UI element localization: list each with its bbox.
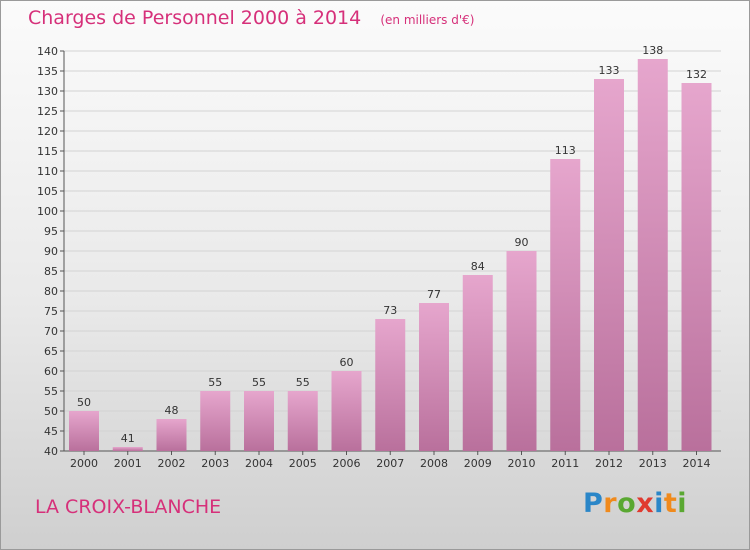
bar-value-label: 84: [471, 260, 485, 273]
chart-unit-note: (en milliers d'€): [380, 13, 475, 27]
bar: [244, 391, 274, 451]
y-tick-label: 40: [44, 445, 58, 458]
y-tick-label: 50: [44, 405, 58, 418]
x-tick-label: 2003: [201, 457, 229, 470]
y-tick-label: 70: [44, 325, 58, 338]
bar: [331, 371, 362, 451]
proxiti-logo: Proxiti: [583, 488, 687, 519]
bar-value-label: 90: [515, 236, 529, 249]
bar: [69, 411, 99, 451]
x-tick-label: 2007: [376, 457, 404, 470]
bar-value-label: 132: [686, 68, 707, 81]
logo-letter: i: [677, 488, 688, 519]
y-tick-label: 55: [44, 385, 58, 398]
x-tick-label: 2011: [551, 457, 579, 470]
y-tick-label: 65: [44, 345, 58, 358]
logo-letter: r: [603, 488, 618, 519]
y-tick-label: 60: [44, 365, 58, 378]
y-tick-label: 135: [37, 65, 58, 78]
x-tick-label: 2002: [158, 457, 186, 470]
logo-letter: P: [583, 488, 604, 519]
x-tick-label: 2000: [70, 457, 98, 470]
bar-value-label: 133: [599, 64, 620, 77]
y-tick-label: 140: [37, 45, 58, 58]
logo-letter: x: [636, 488, 655, 519]
y-tick-label: 80: [44, 285, 58, 298]
bar-value-label: 50: [77, 396, 91, 409]
y-tick-label: 75: [44, 305, 58, 318]
bar: [112, 447, 143, 451]
bar: [156, 419, 187, 451]
bar: [681, 83, 712, 451]
bar-value-label: 60: [340, 356, 354, 369]
x-tick-label: 2008: [420, 457, 448, 470]
place-name: LA CROIX-BLANCHE: [35, 496, 222, 518]
bar: [637, 59, 668, 451]
bar: [462, 275, 493, 451]
x-tick-label: 2004: [245, 457, 273, 470]
bar-value-label: 55: [296, 376, 310, 389]
x-tick-label: 2010: [508, 457, 536, 470]
logo-letter: t: [663, 488, 678, 519]
x-tick-label: 2014: [683, 457, 711, 470]
logo-letter: i: [654, 488, 664, 519]
x-tick-label: 2009: [464, 457, 492, 470]
y-tick-label: 100: [37, 205, 58, 218]
x-tick-label: 2006: [333, 457, 361, 470]
bar-value-label: 77: [427, 288, 441, 301]
y-tick-label: 120: [37, 125, 58, 138]
bar: [506, 251, 537, 451]
x-tick-label: 2005: [289, 457, 317, 470]
bar: [375, 319, 406, 451]
y-tick-label: 105: [37, 185, 58, 198]
x-tick-label: 2001: [114, 457, 142, 470]
chart-title-block: Charges de Personnel 2000 à 2014 (en mil…: [28, 7, 474, 29]
bar: [594, 79, 624, 451]
y-tick-label: 125: [37, 105, 58, 118]
y-tick-label: 90: [44, 245, 58, 258]
bar-value-label: 55: [252, 376, 266, 389]
y-tick-label: 95: [44, 225, 58, 238]
bar: [419, 303, 449, 451]
bar: [550, 159, 581, 451]
chart-title: Charges de Personnel 2000 à 2014: [28, 7, 362, 29]
logo-letter: o: [617, 488, 637, 519]
bar-value-label: 55: [208, 376, 222, 389]
y-tick-label: 115: [37, 145, 58, 158]
x-tick-label: 2013: [639, 457, 667, 470]
bar-value-label: 48: [165, 404, 179, 417]
x-tick-label: 2012: [595, 457, 623, 470]
y-tick-label: 130: [37, 85, 58, 98]
bar: [200, 391, 231, 451]
bar-value-label: 41: [121, 432, 135, 445]
y-tick-label: 110: [37, 165, 58, 178]
y-tick-label: 45: [44, 425, 58, 438]
bar: [287, 391, 318, 451]
bar-value-label: 138: [642, 44, 663, 57]
bar-value-label: 113: [555, 144, 576, 157]
bar-value-label: 73: [383, 304, 397, 317]
y-tick-label: 85: [44, 265, 58, 278]
